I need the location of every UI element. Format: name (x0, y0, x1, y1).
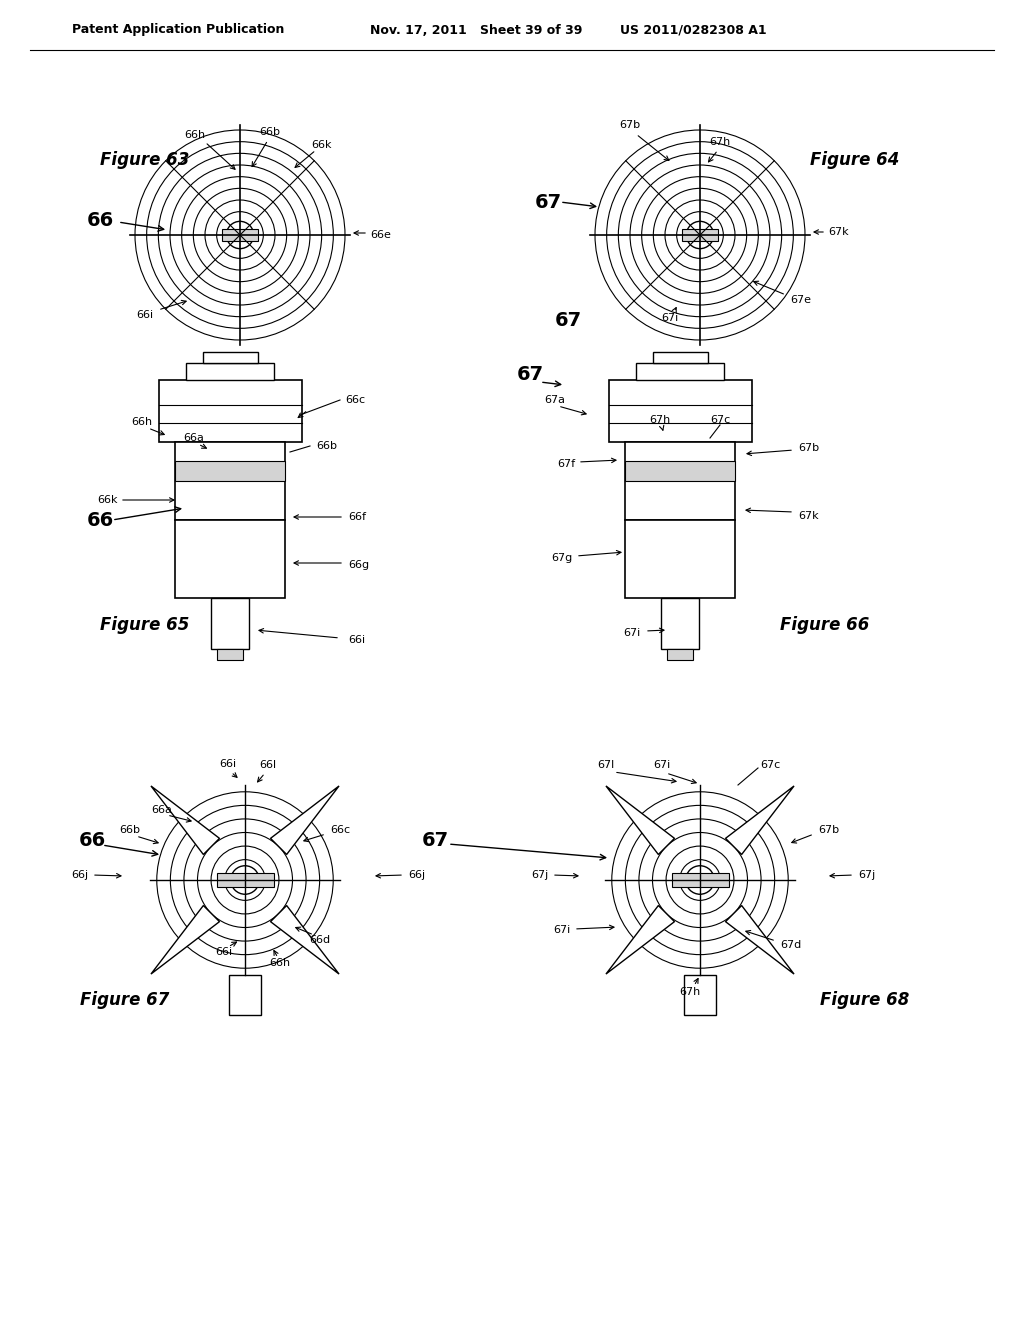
Text: 67: 67 (422, 830, 449, 850)
Text: US 2011/0282308 A1: US 2011/0282308 A1 (620, 24, 767, 37)
Text: 66l: 66l (259, 760, 276, 770)
Text: Figure 63: Figure 63 (100, 150, 189, 169)
Bar (229, 975, 261, 1015)
Bar (175, 461, 285, 480)
Text: 66: 66 (79, 830, 105, 850)
Bar (216, 649, 244, 660)
Text: 67c: 67c (760, 760, 780, 770)
Text: 67b: 67b (818, 825, 839, 836)
Text: 67k: 67k (798, 511, 818, 521)
Text: 66k: 66k (97, 495, 118, 506)
Polygon shape (151, 906, 219, 974)
Text: 66c: 66c (330, 825, 350, 836)
Polygon shape (270, 906, 339, 974)
Bar (159, 380, 301, 442)
Text: 66f: 66f (348, 512, 366, 521)
Text: 66b: 66b (259, 127, 281, 137)
Circle shape (230, 866, 259, 894)
Text: 67b: 67b (798, 444, 819, 453)
Bar (221, 228, 258, 242)
Text: 66i: 66i (215, 946, 232, 957)
Text: 66d: 66d (309, 935, 331, 945)
Bar (636, 363, 724, 380)
Polygon shape (726, 785, 794, 854)
Text: Nov. 17, 2011: Nov. 17, 2011 (370, 24, 467, 37)
Text: 67b: 67b (620, 120, 641, 129)
Text: 67i: 67i (662, 313, 679, 323)
Bar (652, 352, 708, 363)
Circle shape (686, 222, 714, 248)
Bar (660, 598, 699, 649)
Text: 67i: 67i (623, 628, 640, 638)
Text: 67e: 67e (790, 294, 811, 305)
Text: 66a: 66a (183, 433, 205, 444)
Text: 67d: 67d (780, 940, 801, 950)
Text: 66h: 66h (131, 417, 153, 426)
Circle shape (686, 866, 715, 894)
Text: Sheet 39 of 39: Sheet 39 of 39 (480, 24, 583, 37)
Text: 67h: 67h (679, 987, 700, 997)
Text: 67j: 67j (858, 870, 876, 880)
Bar (667, 649, 693, 660)
Bar (175, 442, 285, 520)
Text: Figure 68: Figure 68 (820, 991, 909, 1008)
Text: Figure 66: Figure 66 (780, 616, 869, 634)
Circle shape (241, 875, 250, 884)
Text: 67l: 67l (597, 760, 614, 770)
Bar (186, 363, 274, 380)
Text: 67h: 67h (710, 137, 731, 147)
Bar (216, 873, 273, 887)
Bar (175, 520, 285, 598)
Text: Figure 67: Figure 67 (80, 991, 169, 1008)
Text: 66j: 66j (408, 870, 425, 880)
Polygon shape (151, 785, 219, 854)
Text: 67i: 67i (553, 925, 570, 935)
Polygon shape (606, 906, 675, 974)
Text: 67j: 67j (530, 870, 548, 880)
Text: 66e: 66e (370, 230, 391, 240)
Text: 67h: 67h (649, 414, 671, 425)
Text: 66h: 66h (184, 129, 206, 140)
Polygon shape (606, 785, 675, 854)
Bar (625, 520, 735, 598)
Text: 66c: 66c (345, 395, 366, 405)
Text: 66i: 66i (219, 759, 237, 770)
Text: 67k: 67k (828, 227, 849, 238)
Text: 67: 67 (554, 310, 582, 330)
Text: 66: 66 (86, 210, 114, 230)
Bar (672, 873, 728, 887)
Bar (682, 228, 719, 242)
Circle shape (695, 875, 705, 884)
Text: 67i: 67i (653, 760, 671, 770)
Text: 67c: 67c (710, 414, 730, 425)
Text: 67g: 67g (551, 553, 572, 564)
Text: Figure 65: Figure 65 (100, 616, 189, 634)
Polygon shape (726, 906, 794, 974)
Text: 66i: 66i (348, 635, 366, 645)
Text: 66b: 66b (120, 825, 140, 836)
Text: 66g: 66g (348, 560, 369, 570)
Text: 67: 67 (516, 366, 544, 384)
Bar (625, 461, 735, 480)
Text: 66h: 66h (269, 958, 291, 968)
Text: 66a: 66a (152, 805, 172, 814)
Text: 66k: 66k (311, 140, 332, 150)
Bar (203, 352, 257, 363)
Bar (684, 975, 716, 1015)
Bar (211, 598, 249, 649)
Bar (608, 380, 752, 442)
Bar (625, 442, 735, 520)
Text: 66j: 66j (71, 870, 88, 880)
Text: 66i: 66i (136, 310, 154, 319)
Text: 67f: 67f (557, 459, 575, 469)
Text: Figure 64: Figure 64 (810, 150, 899, 169)
Text: Patent Application Publication: Patent Application Publication (72, 24, 285, 37)
Text: 67a: 67a (545, 395, 565, 405)
Text: 66: 66 (86, 511, 114, 529)
Circle shape (226, 222, 254, 248)
Text: 67: 67 (535, 193, 561, 211)
Text: 66b: 66b (316, 441, 337, 451)
Polygon shape (270, 785, 339, 854)
